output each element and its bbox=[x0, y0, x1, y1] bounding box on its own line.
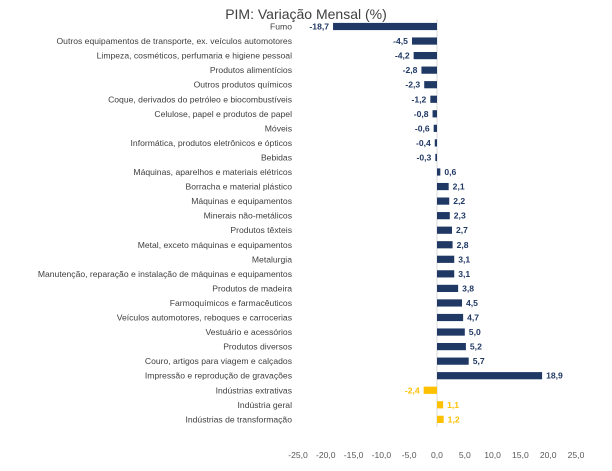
category-label: Farmoquímicos e farmacêuticos bbox=[170, 298, 292, 308]
data-label: 3,1 bbox=[458, 269, 470, 279]
bar bbox=[424, 81, 437, 89]
data-label: 3,8 bbox=[462, 283, 474, 293]
category-label: Máquinas e equipamentos bbox=[191, 196, 292, 206]
category-label: Metal, exceto máquinas e equipamentos bbox=[138, 240, 292, 250]
category-label: Produtos alimentícios bbox=[210, 65, 292, 75]
chart-title: PIM: Variação Mensal (%) bbox=[225, 6, 387, 22]
category-label: Produtos de madeira bbox=[212, 283, 292, 293]
x-tick-label: -15,0 bbox=[344, 450, 364, 460]
x-tick-label: -5,0 bbox=[402, 450, 417, 460]
bar bbox=[437, 255, 455, 263]
data-label: 4,5 bbox=[466, 298, 478, 308]
category-label: Borracha e material plástico bbox=[185, 182, 292, 192]
bar bbox=[437, 182, 449, 191]
category-label: Produtos diversos bbox=[223, 342, 292, 352]
bar bbox=[437, 270, 455, 278]
data-label: -0,3 bbox=[417, 152, 432, 162]
category-label: Coque, derivados do petróleo e biocombus… bbox=[108, 94, 292, 104]
x-tick-label: 20,0 bbox=[540, 450, 557, 460]
data-label: -0,4 bbox=[416, 138, 431, 148]
data-label: -0,8 bbox=[414, 109, 429, 119]
category-label: Veículos automotores, reboques e carroce… bbox=[117, 313, 292, 323]
bar bbox=[437, 313, 464, 322]
data-label: -2,3 bbox=[405, 80, 420, 90]
bar bbox=[437, 357, 469, 365]
data-label: -0,6 bbox=[415, 123, 430, 133]
category-label: Móveis bbox=[265, 123, 292, 133]
data-label: -1,2 bbox=[412, 94, 427, 104]
bar bbox=[333, 22, 437, 31]
x-tick-label: -25,0 bbox=[288, 450, 308, 460]
category-label: Bebidas bbox=[261, 152, 292, 162]
bar bbox=[413, 52, 437, 60]
data-label: 5,7 bbox=[473, 356, 485, 366]
data-label: 2,7 bbox=[456, 225, 468, 235]
x-tick-label: 5,0 bbox=[459, 450, 471, 460]
bar bbox=[437, 226, 453, 234]
data-label: 2,8 bbox=[457, 240, 469, 250]
bar bbox=[437, 168, 441, 176]
category-label: Couro, artigos para viagem e calçados bbox=[145, 356, 292, 366]
category-label: Máquinas, aparelhos e materiais elétrico… bbox=[133, 167, 292, 177]
x-tick-label: 0,0 bbox=[431, 450, 443, 460]
category-label: Limpeza, cosméticos, perfumaria e higien… bbox=[97, 51, 292, 61]
category-label: Manutenção, reparação e instalação de má… bbox=[38, 269, 292, 279]
bar bbox=[435, 153, 437, 162]
category-label: Minerais não-metálicos bbox=[204, 211, 292, 221]
bar bbox=[430, 95, 437, 103]
data-label: -4,5 bbox=[393, 36, 408, 46]
data-label: 2,1 bbox=[453, 182, 465, 192]
data-label: -4,2 bbox=[395, 51, 410, 61]
bar bbox=[437, 284, 459, 292]
category-label: Impressão e reprodução de gravações bbox=[145, 371, 292, 381]
x-tick-label: -20,0 bbox=[316, 450, 336, 460]
data-label: -18,7 bbox=[309, 22, 329, 32]
bar bbox=[411, 37, 437, 45]
x-tick-label: 25,0 bbox=[568, 450, 585, 460]
bar bbox=[437, 241, 453, 249]
bar bbox=[432, 110, 437, 118]
bar bbox=[437, 299, 463, 307]
bar bbox=[437, 415, 444, 423]
data-label: 5,2 bbox=[470, 342, 482, 352]
data-label: 18,9 bbox=[546, 371, 563, 381]
data-label: 1,1 bbox=[447, 400, 459, 410]
category-label: Outros equipamentos de transporte, ex. v… bbox=[56, 36, 292, 46]
data-label: 5,0 bbox=[469, 327, 481, 337]
bar bbox=[423, 386, 437, 394]
data-label: 2,2 bbox=[453, 196, 465, 206]
data-label: 4,7 bbox=[467, 313, 479, 323]
category-label: Vestuário e acessórios bbox=[206, 327, 292, 337]
bar bbox=[437, 328, 465, 336]
category-label: Metalurgia bbox=[252, 254, 292, 264]
bar bbox=[437, 197, 450, 205]
category-label: Indústrias extrativas bbox=[216, 385, 292, 395]
bar bbox=[437, 212, 450, 220]
data-label: -2,8 bbox=[403, 65, 418, 75]
data-label: 0,6 bbox=[444, 167, 456, 177]
category-label: Celulose, papel e produtos de papel bbox=[154, 109, 292, 119]
category-label: Produtos têxteis bbox=[230, 225, 292, 235]
category-label: Outros produtos químicos bbox=[194, 80, 292, 90]
bar bbox=[437, 372, 543, 380]
x-tick-label: 15,0 bbox=[512, 450, 529, 460]
x-tick-label: -10,0 bbox=[372, 450, 392, 460]
x-tick-label: 10,0 bbox=[484, 450, 501, 460]
data-label: 3,1 bbox=[458, 254, 470, 264]
data-label: 1,2 bbox=[448, 414, 460, 424]
category-label: Indústria geral bbox=[238, 400, 293, 410]
bar bbox=[437, 401, 444, 409]
bar bbox=[421, 66, 437, 74]
data-label: 2,3 bbox=[454, 211, 466, 221]
bar bbox=[433, 124, 437, 132]
bar bbox=[437, 343, 466, 351]
bar bbox=[434, 139, 437, 147]
category-label: Fumo bbox=[270, 22, 292, 32]
category-label: Informática, produtos eletrônicos e ópti… bbox=[131, 138, 292, 148]
category-label: Indústrias de transformação bbox=[185, 414, 292, 424]
data-label: -2,4 bbox=[405, 385, 420, 395]
